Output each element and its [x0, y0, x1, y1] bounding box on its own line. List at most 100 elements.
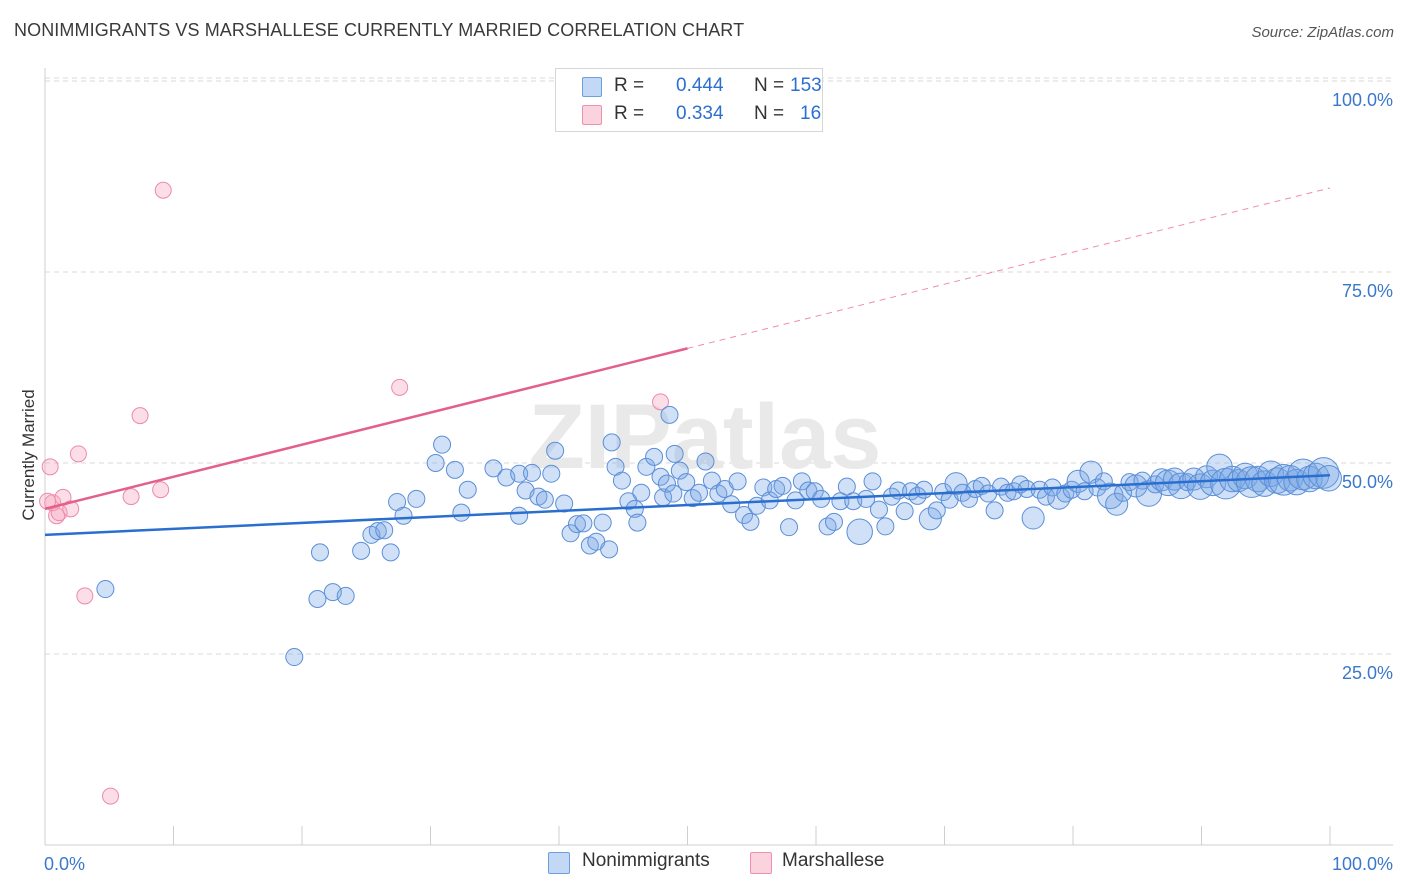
data-point-nonimmigrants — [876, 517, 895, 536]
x-tick-label-max: 100.0% — [1332, 854, 1393, 874]
data-point-marshallese — [152, 481, 170, 499]
data-point-nonimmigrants — [664, 484, 683, 503]
data-point-nonimmigrants — [1105, 492, 1129, 516]
legend-r-value: 0.444 — [676, 75, 724, 96]
data-point-nonimmigrants — [927, 501, 946, 520]
data-point-nonimmigrants — [754, 478, 773, 497]
data-point-nonimmigrants — [824, 512, 843, 531]
y-tick-label: 100.0% — [1332, 90, 1393, 110]
data-point-marshallese — [62, 500, 80, 518]
data-point-nonimmigrants — [1315, 465, 1342, 492]
data-point-nonimmigrants — [998, 483, 1017, 502]
data-point-nonimmigrants — [535, 490, 554, 509]
data-point-nonimmigrants — [741, 512, 760, 531]
data-point-nonimmigrants — [735, 505, 754, 524]
data-point-nonimmigrants — [433, 435, 452, 454]
legend-n-label: N = — [754, 103, 785, 124]
tick-labels: 25.0% 50.0% 75.0% 100.0% 0.0% 100.0% — [44, 90, 1393, 874]
data-point-marshallese — [48, 507, 66, 525]
data-point-nonimmigrants — [702, 471, 721, 490]
source-label: Source: ZipAtlas.com — [1251, 24, 1394, 41]
data-point-nonimmigrants — [407, 489, 426, 508]
data-point-nonimmigrants — [593, 513, 612, 532]
data-point-marshallese — [652, 393, 670, 411]
data-point-nonimmigrants — [690, 483, 709, 502]
data-point-nonimmigrants — [651, 467, 670, 486]
chart-title: NONIMMIGRANTS VS MARSHALLESE CURRENTLY M… — [14, 20, 745, 40]
data-point-nonimmigrants — [567, 515, 586, 534]
data-point-nonimmigrants — [637, 457, 656, 476]
nonimmigrants-points — [96, 405, 1342, 667]
legend-swatch-pink — [582, 105, 602, 125]
data-point-nonimmigrants — [632, 483, 651, 502]
data-point-nonimmigrants — [445, 460, 464, 479]
data-point-nonimmigrants — [677, 473, 696, 492]
data-point-nonimmigrants — [308, 589, 327, 608]
data-point-nonimmigrants — [310, 543, 329, 562]
data-point-nonimmigrants — [336, 586, 355, 605]
trend-line-marshallese-extrapolated — [687, 187, 1331, 349]
y-axis-label: Currently Married — [19, 389, 38, 520]
data-point-marshallese — [102, 787, 120, 805]
data-point-nonimmigrants — [869, 500, 888, 519]
data-point-nonimmigrants — [352, 541, 371, 560]
bottom-legend-swatch-blue — [548, 852, 570, 874]
data-point-nonimmigrants — [484, 459, 503, 478]
data-point-nonimmigrants — [602, 433, 621, 452]
data-point-nonimmigrants — [1167, 472, 1195, 500]
data-point-nonimmigrants — [645, 447, 664, 466]
watermark: ZIPatlas — [529, 386, 882, 488]
trend-line-marshallese — [44, 347, 688, 511]
data-point-nonimmigrants — [561, 524, 580, 543]
data-point-nonimmigrants — [985, 501, 1004, 520]
x-tick-label-min: 0.0% — [44, 854, 85, 874]
data-point-marshallese — [154, 181, 172, 199]
data-point-nonimmigrants — [542, 464, 561, 483]
legend-n-value: 153 — [790, 75, 822, 96]
trend-lines — [44, 187, 1331, 537]
data-point-nonimmigrants — [574, 514, 593, 533]
legend-row-marshallese: R = 0.334 N = 16 — [582, 101, 822, 127]
data-point-marshallese — [69, 445, 87, 463]
data-point-nonimmigrants — [546, 441, 565, 460]
data-point-nonimmigrants — [780, 518, 799, 537]
data-point-nonimmigrants — [426, 454, 445, 472]
data-point-nonimmigrants — [818, 517, 837, 536]
bottom-legend-swatch-pink — [750, 852, 772, 874]
data-point-nonimmigrants — [863, 472, 882, 491]
trend-line-nonimmigrants — [44, 473, 1331, 537]
legend-row-nonimmigrants: R = 0.444 N = 153 — [582, 73, 822, 99]
y-tick-label: 50.0% — [1342, 472, 1393, 492]
data-point-nonimmigrants — [660, 405, 679, 424]
grid-lines — [45, 77, 1393, 655]
data-point-nonimmigrants — [285, 648, 304, 667]
data-point-nonimmigrants — [628, 513, 647, 532]
data-point-nonimmigrants — [670, 461, 689, 480]
bottom-legend-label: Marshallese — [782, 850, 885, 871]
data-point-nonimmigrants — [381, 543, 400, 562]
data-point-nonimmigrants — [452, 503, 471, 522]
legend-n-value: 16 — [800, 103, 822, 124]
data-point-nonimmigrants — [792, 472, 811, 491]
data-point-nonimmigrants — [728, 472, 747, 491]
legend-r-label: R = — [614, 75, 645, 96]
data-point-nonimmigrants — [619, 492, 638, 511]
data-point-nonimmigrants — [368, 521, 387, 540]
data-point-nonimmigrants — [458, 480, 477, 499]
data-point-marshallese — [131, 407, 149, 425]
data-point-marshallese — [76, 587, 94, 605]
data-point-nonimmigrants — [1021, 506, 1045, 530]
data-point-marshallese — [391, 378, 409, 396]
data-point-nonimmigrants — [394, 506, 413, 525]
data-point-nonimmigrants — [846, 518, 873, 546]
data-point-nonimmigrants — [523, 463, 542, 482]
data-point-nonimmigrants — [1150, 468, 1174, 492]
correlation-legend: R = 0.444 N = 153 R = 0.334 N = 16 — [555, 68, 823, 132]
data-point-nonimmigrants — [895, 502, 914, 521]
data-point-nonimmigrants — [696, 452, 715, 471]
data-point-nonimmigrants — [612, 471, 631, 490]
data-point-nonimmigrants — [600, 540, 619, 559]
y-tick-label: 75.0% — [1342, 281, 1393, 301]
data-point-nonimmigrants — [510, 464, 529, 483]
